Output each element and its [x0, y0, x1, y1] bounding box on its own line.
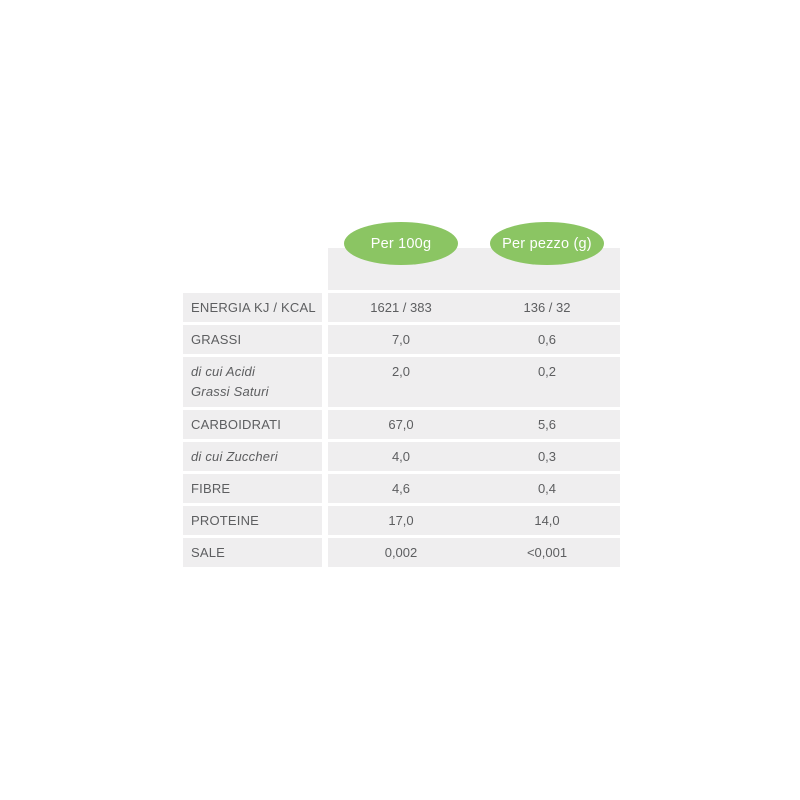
table-row-zuccheri: di cui Zuccheri 4,0 0,3: [183, 441, 620, 471]
table-row-proteine: PROTEINE 17,0 14,0: [183, 505, 620, 536]
value-per-pezzo: 0,4: [537, 480, 557, 496]
row-label: SALE: [183, 538, 322, 568]
row-values: 1621 / 383 136 / 32: [328, 293, 620, 323]
column-header-per-pezzo: Per pezzo (g): [490, 222, 604, 265]
value-per-pezzo: 14,0: [534, 512, 560, 528]
row-label: PROTEINE: [183, 505, 322, 536]
value-per-pezzo: 136 / 32: [523, 300, 571, 315]
badge-slot-per-pezzo: Per pezzo (g): [474, 222, 620, 265]
table-row-energia: ENERGIA KJ / KCAL 1621 / 383 136 / 32: [183, 293, 620, 323]
nutrition-table-header: Per 100g Per pezzo (g): [183, 222, 620, 290]
value-per-100g: 1621 / 383: [370, 300, 432, 315]
badge-slot-per-100g: Per 100g: [328, 222, 474, 265]
row-values: 0,002 <0,001: [328, 538, 620, 568]
nutrition-rows: ENERGIA KJ / KCAL 1621 / 383 136 / 32 GR…: [183, 293, 620, 568]
row-values: 67,0 5,6: [328, 409, 620, 439]
row-values: 17,0 14,0: [328, 505, 620, 536]
value-per-100g: 4,0: [391, 448, 411, 464]
value-per-pezzo: 0,6: [537, 332, 557, 348]
row-values: 4,0 0,3: [328, 441, 620, 471]
nutrition-table: Per 100g Per pezzo (g) ENERGIA KJ / KCAL…: [183, 222, 620, 568]
row-values: 4,6 0,4: [328, 473, 620, 503]
table-row-grassi: GRASSI 7,0 0,6: [183, 325, 620, 355]
value-per-pezzo: 0,3: [537, 448, 557, 464]
value-per-pezzo: 5,6: [537, 416, 557, 432]
column-badges: Per 100g Per pezzo (g): [328, 222, 620, 265]
value-per-100g: 2,0: [391, 364, 411, 380]
column-header-per-100g: Per 100g: [344, 222, 458, 265]
value-per-100g: 4,6: [391, 480, 411, 496]
row-label: FIBRE: [183, 473, 322, 503]
row-label: ENERGIA KJ / KCAL: [183, 293, 322, 323]
value-per-pezzo: <0,001: [526, 545, 568, 561]
value-per-100g: 0,002: [384, 545, 418, 561]
table-row-acidi-grassi-saturi: di cui Acidi Grassi Saturi 2,0 0,2: [183, 357, 620, 407]
value-per-pezzo: 0,2: [537, 364, 557, 380]
value-per-100g: 67,0: [388, 416, 414, 432]
row-label: GRASSI: [183, 325, 322, 355]
row-values: 7,0 0,6: [328, 325, 620, 355]
row-label: di cui Acidi Grassi Saturi: [183, 357, 322, 407]
table-row-fibre: FIBRE 4,6 0,4: [183, 473, 620, 503]
value-per-100g: 7,0: [391, 332, 411, 348]
row-label: CARBOIDRATI: [183, 409, 322, 439]
table-row-carboidrati: CARBOIDRATI 67,0 5,6: [183, 409, 620, 439]
row-values: 2,0 0,2: [328, 357, 620, 407]
value-per-100g: 17,0: [388, 512, 414, 528]
table-row-sale: SALE 0,002 <0,001: [183, 538, 620, 568]
row-label: di cui Zuccheri: [183, 441, 322, 471]
